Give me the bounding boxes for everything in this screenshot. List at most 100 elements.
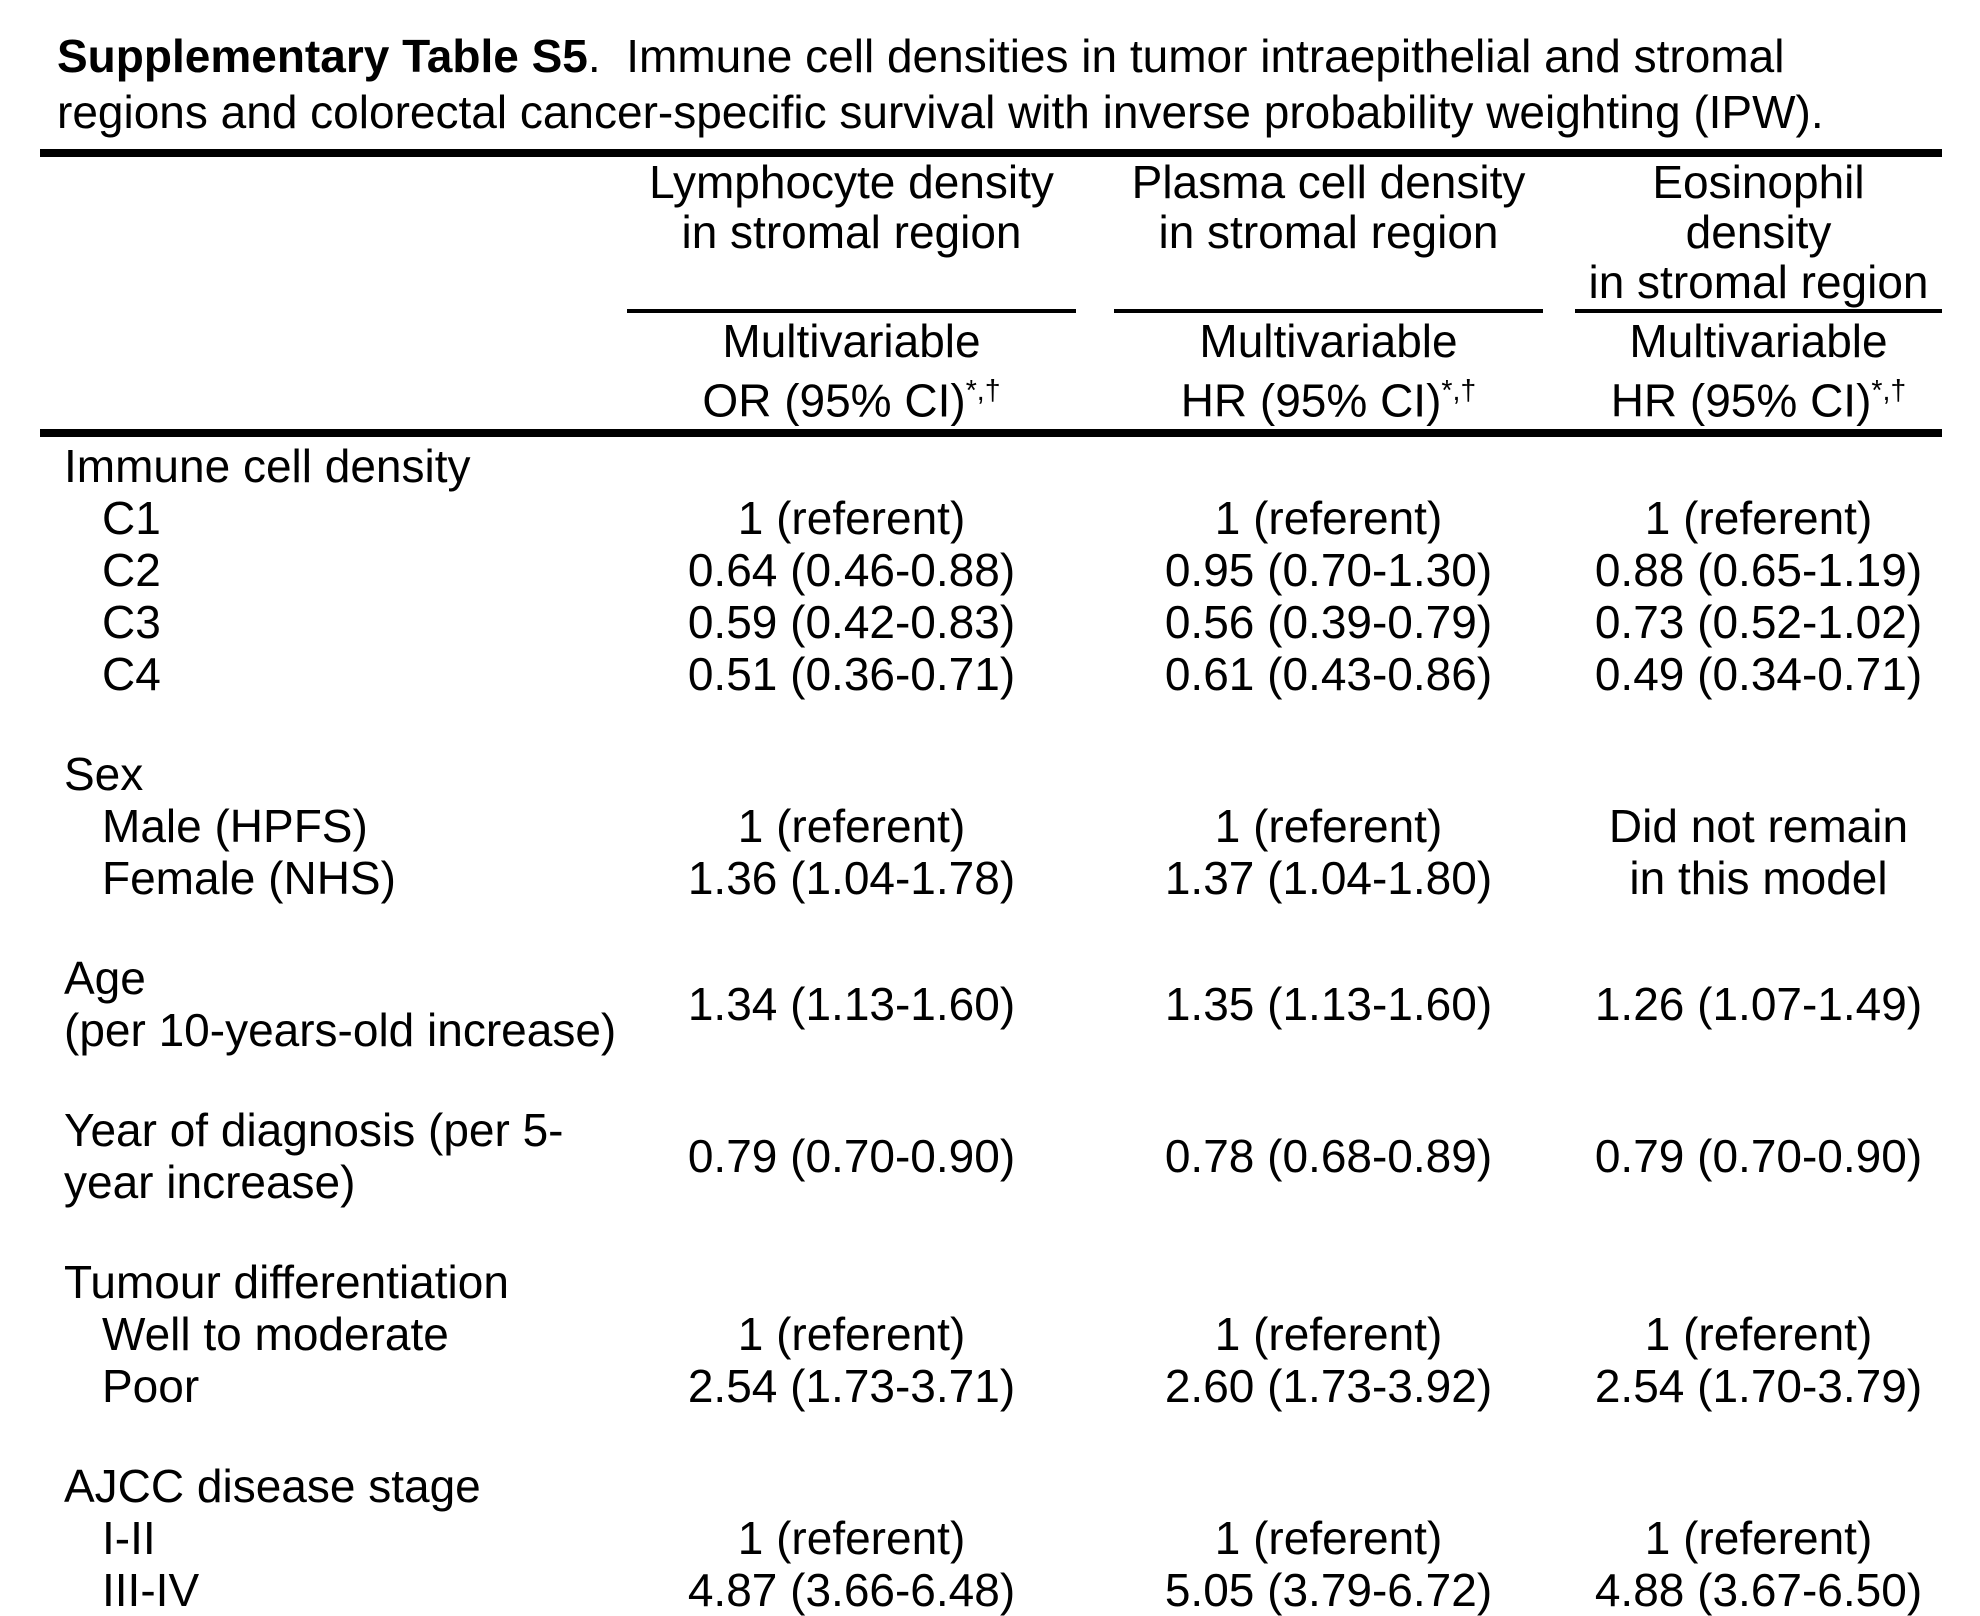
supplementary-table-page: Supplementary Table S5. Immune cell dens…: [40, 0, 1942, 1616]
stat-header-lymphocyte-measure: OR (95% CI): [702, 374, 966, 427]
cell-value: 1 (referent): [1644, 1512, 1873, 1565]
cell-value: 1 (referent): [737, 492, 966, 545]
table-row-year-of-diagnosis: Year of diagnosis (per 5- year increase)…: [40, 1104, 1942, 1208]
row-label-line2: year increase): [64, 1156, 356, 1209]
section-header-label: Tumour differentiation: [64, 1256, 509, 1309]
row-label: III-IV: [102, 1564, 200, 1616]
column-group-plasma-line1: Plasma cell density: [1131, 156, 1526, 208]
table-row-female: Female (NHS) 1.36 (1.04-1.78) 1.37 (1.04…: [40, 852, 1942, 904]
cell-value: 0.88 (0.65-1.19): [1594, 544, 1923, 597]
table-row-c4: C4 0.51 (0.36-0.71) 0.61 (0.43-0.86) 0.4…: [40, 648, 1942, 700]
cell-value: 0.61 (0.43-0.86): [1164, 648, 1493, 701]
row-label: I-II: [102, 1512, 156, 1565]
section-header-label: AJCC disease stage: [64, 1460, 481, 1513]
cell-value: 0.79 (0.70-0.90): [687, 1130, 1016, 1183]
cell-value: 1.26 (1.07-1.49): [1594, 978, 1923, 1031]
section-header-sex: Sex: [40, 748, 1942, 800]
table-title: Supplementary Table S5. Immune cell dens…: [40, 0, 1942, 140]
stat-header-empty: [40, 313, 627, 425]
cell-value: 2.54 (1.73-3.71): [687, 1360, 1016, 1413]
stat-header-eosinophil-line1: Multivariable: [1629, 315, 1888, 367]
column-group-eosinophil-line1: Eosinophil density: [1652, 156, 1865, 258]
cell-value-not-in-model: Did not remain: [1608, 800, 1909, 853]
cell-value: 4.87 (3.66-6.48): [687, 1564, 1016, 1616]
table-row-stage-1-2: I-II 1 (referent) 1 (referent) 1 (refere…: [40, 1512, 1942, 1564]
top-rule: [40, 149, 1942, 157]
cell-value: 1 (referent): [1214, 1512, 1443, 1565]
stat-header-plasma-measure: HR (95% CI): [1180, 374, 1442, 427]
row-label: C4: [102, 648, 161, 701]
table-row-male: Male (HPFS) 1 (referent) 1 (referent) Di…: [40, 800, 1942, 852]
stat-header-eosinophil: Multivariable HR (95% CI)*,†: [1575, 313, 1942, 425]
table-row-stage-3-4: III-IV 4.87 (3.66-6.48) 5.05 (3.79-6.72)…: [40, 1564, 1942, 1616]
column-header-row: Lymphocyte density in stromal region Pla…: [40, 157, 1942, 313]
cell-value: 1.35 (1.13-1.60): [1164, 978, 1493, 1031]
row-label: C2: [102, 544, 161, 597]
column-group-eosinophil: Eosinophil density in stromal region: [1575, 157, 1942, 313]
cell-value: 1 (referent): [1644, 1308, 1873, 1361]
table-row-well-to-moderate: Well to moderate 1 (referent) 1 (referen…: [40, 1308, 1942, 1360]
table-title-label: Supplementary Table S5: [57, 30, 588, 82]
section-gap: [40, 1056, 1942, 1104]
cell-value: 2.54 (1.70-3.79): [1594, 1360, 1923, 1413]
cell-value: 0.64 (0.46-0.88): [687, 544, 1016, 597]
section-header-ajcc-disease-stage: AJCC disease stage: [40, 1460, 1942, 1512]
cell-value: 1 (referent): [737, 1512, 966, 1565]
table-title-line2: regions and colorectal cancer-specific s…: [57, 86, 1824, 138]
section-gap: [40, 1412, 1942, 1460]
row-label: Poor: [102, 1360, 200, 1413]
stat-header-plasma-line1: Multivariable: [1199, 315, 1458, 367]
cell-value: 0.49 (0.34-0.71): [1594, 648, 1923, 701]
row-label: C3: [102, 596, 161, 649]
column-group-lymphocyte-line2: in stromal region: [681, 206, 1022, 258]
column-group-eosinophil-line2: in stromal region: [1588, 256, 1929, 308]
cell-value: 0.78 (0.68-0.89): [1164, 1130, 1493, 1183]
section-header-tumour-differentiation: Tumour differentiation: [40, 1256, 1942, 1308]
row-label: Well to moderate: [102, 1308, 449, 1361]
section-header-label: Sex: [64, 748, 144, 801]
cell-value: 1 (referent): [1214, 800, 1443, 853]
cell-value: 0.59 (0.42-0.83): [687, 596, 1016, 649]
stat-header-plasma: Multivariable HR (95% CI)*,†: [1114, 313, 1543, 425]
cell-value: 1 (referent): [1644, 492, 1873, 545]
table-body: Immune cell density C1 1 (referent) 1 (r…: [40, 440, 1942, 1616]
stat-header-lymphocyte-line1: Multivariable: [722, 315, 981, 367]
stat-header-eosinophil-measure: HR (95% CI): [1610, 374, 1872, 427]
stat-header-eosinophil-footmarks: *,†: [1871, 375, 1907, 407]
row-label: C1: [102, 492, 161, 545]
table-row-c2: C2 0.64 (0.46-0.88) 0.95 (0.70-1.30) 0.8…: [40, 544, 1942, 596]
cell-value: 1.36 (1.04-1.78): [687, 852, 1016, 905]
section-gap: [40, 904, 1942, 952]
table-title-rest: . Immune cell densities in tumor intraep…: [587, 30, 1785, 82]
cell-value: 1 (referent): [1214, 1308, 1443, 1361]
stat-header-row: Multivariable OR (95% CI)*,† Multivariab…: [40, 313, 1942, 425]
cell-value: 1.34 (1.13-1.60): [687, 978, 1016, 1031]
cell-value: 2.60 (1.73-3.92): [1164, 1360, 1493, 1413]
section-header-immune-cell-density: Immune cell density: [40, 440, 1942, 492]
cell-value: 1 (referent): [737, 1308, 966, 1361]
cell-value: 1 (referent): [737, 800, 966, 853]
row-label-two-line: Year of diagnosis (per 5- year increase): [40, 1104, 627, 1208]
cell-value: 0.79 (0.70-0.90): [1594, 1130, 1923, 1183]
section-gap: [40, 1208, 1942, 1256]
column-group-lymphocyte-line1: Lymphocyte density: [649, 156, 1054, 208]
cell-value: 0.95 (0.70-1.30): [1164, 544, 1493, 597]
section-gap: [40, 700, 1942, 748]
stat-header-lymphocyte: Multivariable OR (95% CI)*,†: [627, 313, 1076, 425]
row-label: Male (HPFS): [102, 800, 368, 853]
column-header-empty: [40, 157, 627, 313]
row-label: Female (NHS): [102, 852, 396, 905]
table-row-c3: C3 0.59 (0.42-0.83) 0.56 (0.39-0.79) 0.7…: [40, 596, 1942, 648]
cell-value: 0.56 (0.39-0.79): [1164, 596, 1493, 649]
stat-header-lymphocyte-footmarks: *,†: [965, 375, 1001, 407]
row-label-two-line: Age (per 10-years-old increase): [40, 952, 627, 1056]
column-group-lymphocyte: Lymphocyte density in stromal region: [627, 157, 1076, 313]
cell-value: 1.37 (1.04-1.80): [1164, 852, 1493, 905]
row-label-line2: (per 10-years-old increase): [64, 1004, 617, 1057]
cell-value: 1 (referent): [1214, 492, 1443, 545]
stat-header-plasma-footmarks: *,†: [1441, 375, 1477, 407]
cell-value: 5.05 (3.79-6.72): [1164, 1564, 1493, 1616]
cell-value: 0.73 (0.52-1.02): [1594, 596, 1923, 649]
header-rule: [40, 429, 1942, 438]
table-row-age: Age (per 10-years-old increase) 1.34 (1.…: [40, 952, 1942, 1056]
